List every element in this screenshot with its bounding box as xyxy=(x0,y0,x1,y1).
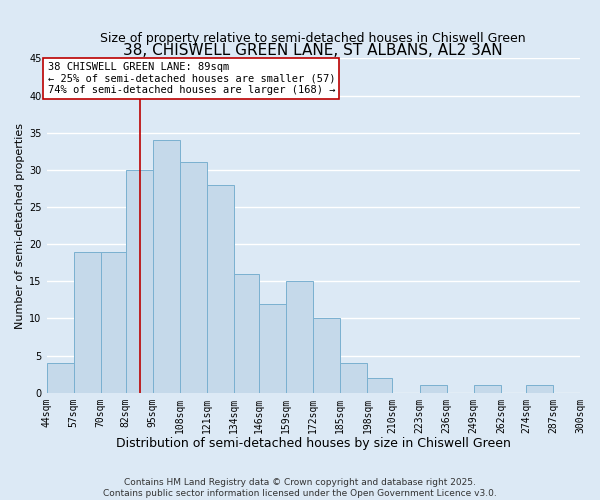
Text: 38 CHISWELL GREEN LANE: 89sqm
← 25% of semi-detached houses are smaller (57)
74%: 38 CHISWELL GREEN LANE: 89sqm ← 25% of s… xyxy=(47,62,335,96)
Bar xyxy=(74,252,101,392)
Text: Size of property relative to semi-detached houses in Chiswell Green: Size of property relative to semi-detach… xyxy=(100,32,526,45)
Bar xyxy=(367,378,392,392)
Bar xyxy=(126,170,153,392)
Title: 38, CHISWELL GREEN LANE, ST ALBANS, AL2 3AN: 38, CHISWELL GREEN LANE, ST ALBANS, AL2 … xyxy=(124,44,503,59)
Bar xyxy=(180,162,207,392)
Bar xyxy=(474,386,501,392)
Bar xyxy=(526,386,553,392)
Bar xyxy=(313,318,340,392)
Bar xyxy=(234,274,259,392)
Text: Contains HM Land Registry data © Crown copyright and database right 2025.
Contai: Contains HM Land Registry data © Crown c… xyxy=(103,478,497,498)
Bar xyxy=(286,282,313,393)
X-axis label: Distribution of semi-detached houses by size in Chiswell Green: Distribution of semi-detached houses by … xyxy=(116,437,511,450)
Bar xyxy=(47,363,74,392)
Bar xyxy=(101,252,126,392)
Y-axis label: Number of semi-detached properties: Number of semi-detached properties xyxy=(15,122,25,328)
Bar xyxy=(259,304,286,392)
Bar xyxy=(207,184,234,392)
Bar xyxy=(153,140,180,392)
Bar xyxy=(419,386,446,392)
Bar xyxy=(340,363,367,392)
